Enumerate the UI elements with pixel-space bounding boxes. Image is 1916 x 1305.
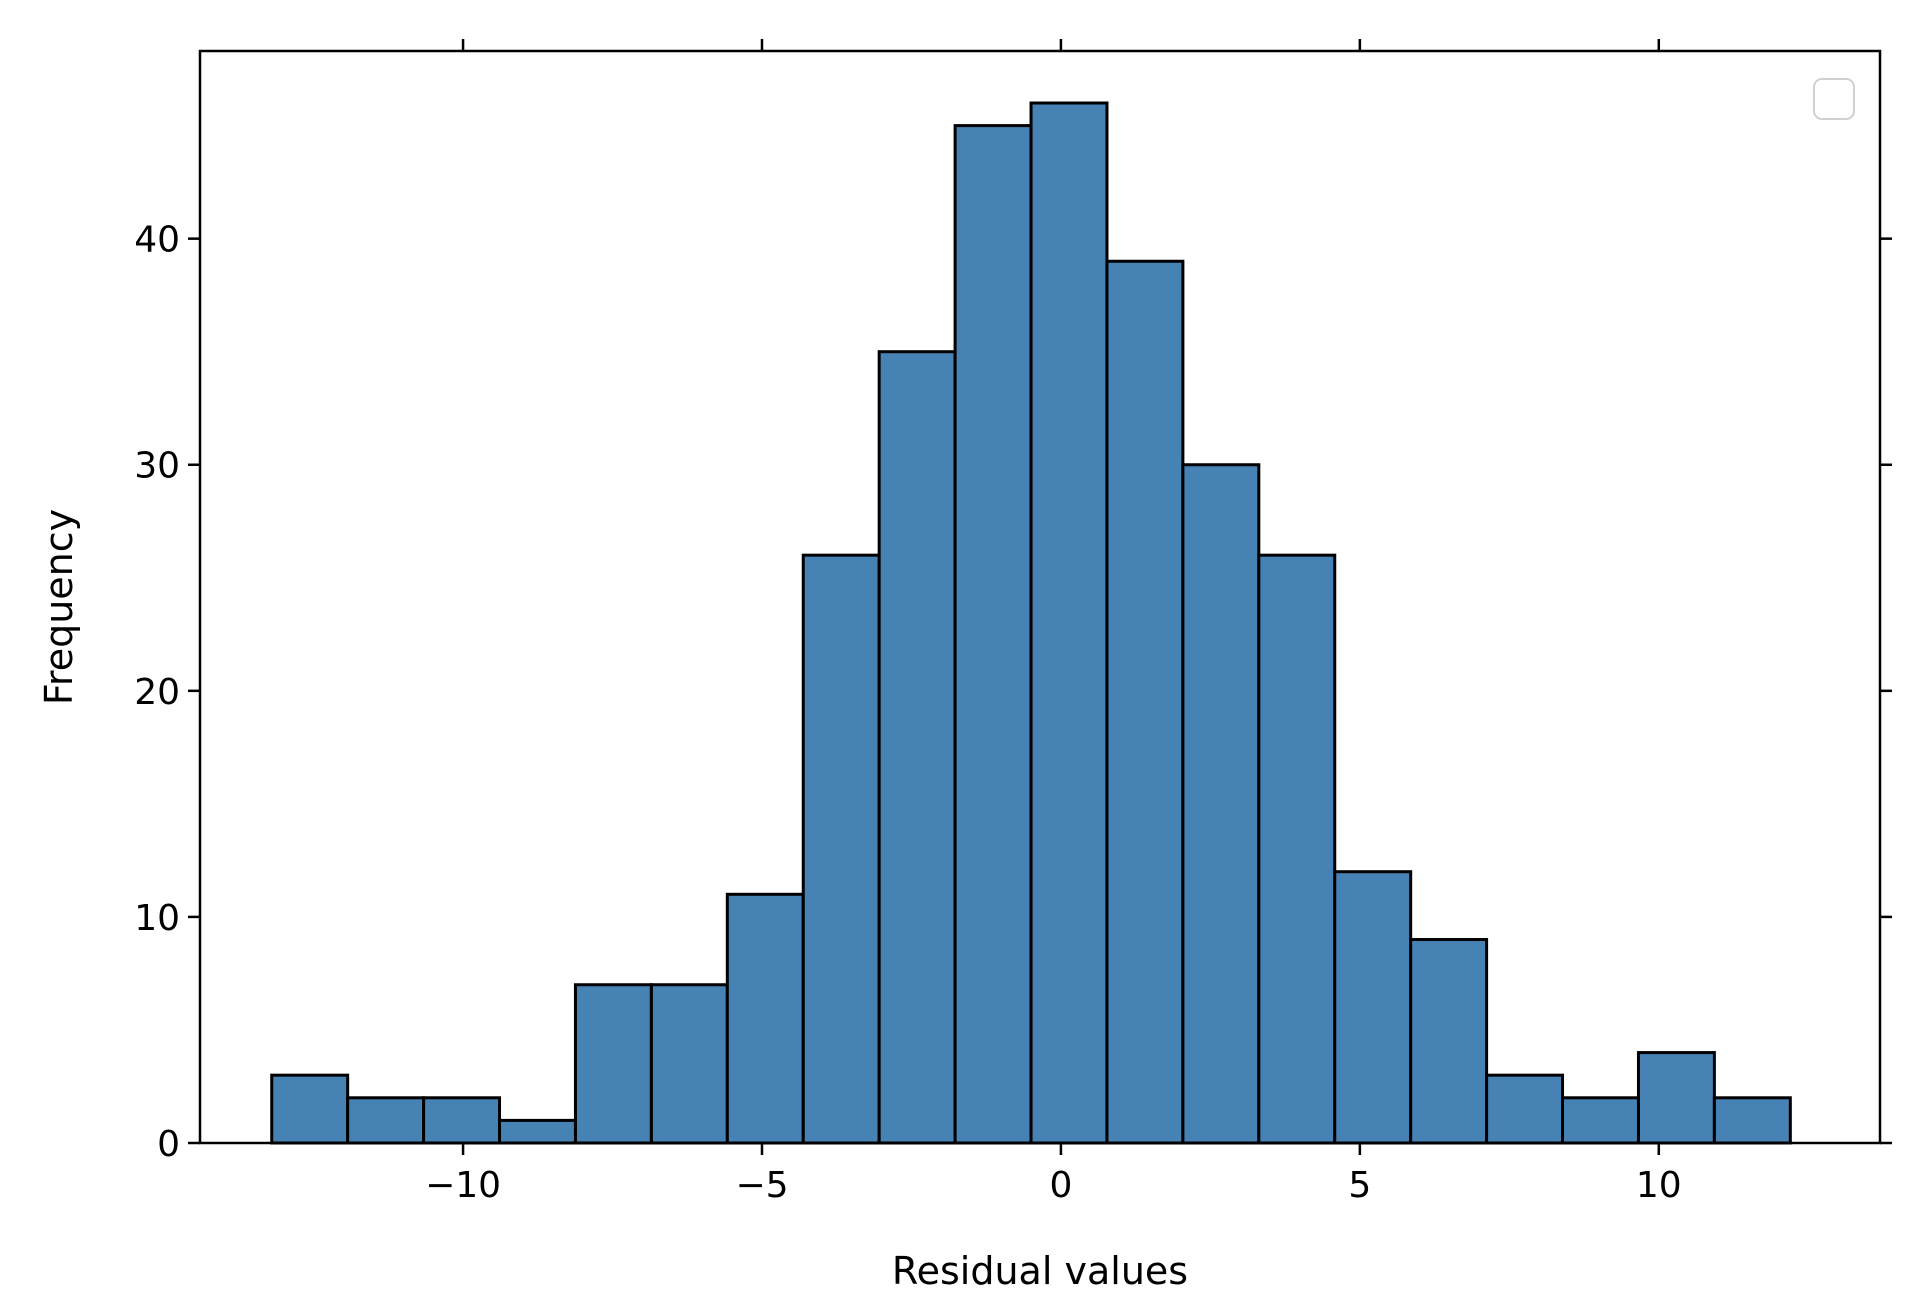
histogram-bar [346, 1096, 426, 1145]
histogram-bar [1561, 1096, 1640, 1145]
histogram-bar [1257, 553, 1337, 1145]
histogram-bar [498, 1118, 577, 1145]
x-tick-label: −5 [735, 1165, 788, 1206]
y-tick-label: 10 [134, 898, 180, 939]
histogram-bar [1181, 463, 1261, 1145]
histogram-bar [801, 553, 881, 1145]
histogram-bar [1712, 1096, 1792, 1145]
y-tick-label: 20 [134, 672, 180, 713]
y-tick-label: 0 [157, 1124, 180, 1165]
x-tick-label: 10 [1636, 1165, 1682, 1206]
x-axis-label: Residual values [892, 1249, 1188, 1293]
histogram-bars [270, 101, 1792, 1145]
histogram-bar [1333, 870, 1413, 1145]
y-tick-label: 30 [134, 446, 180, 487]
x-tick-label: 5 [1348, 1165, 1371, 1206]
legend-box [1813, 78, 1855, 120]
histogram-bar [1105, 259, 1185, 1145]
x-tick-label: 0 [1049, 1165, 1072, 1206]
histogram-bar [270, 1073, 350, 1145]
y-axis-label: Frequency [37, 509, 81, 705]
histogram-bar [573, 983, 653, 1145]
histogram-bar [1485, 1073, 1565, 1145]
histogram-bar [1636, 1051, 1716, 1145]
histogram-bar [649, 983, 729, 1145]
histogram-bar [877, 350, 957, 1145]
histogram-bar [1029, 101, 1109, 1145]
x-axis-ticks: −10 −5 0 5 10 [425, 39, 1682, 1206]
x-tick-label: −10 [425, 1165, 501, 1206]
histogram-bar [953, 124, 1033, 1145]
histogram-bar [422, 1096, 502, 1145]
plot-frame [198, 49, 1882, 1145]
histogram-bar [1409, 938, 1489, 1145]
histogram-bar [725, 892, 805, 1145]
y-axis-ticks: 0 10 20 30 40 [134, 220, 1892, 1165]
y-tick-label: 40 [134, 220, 180, 261]
